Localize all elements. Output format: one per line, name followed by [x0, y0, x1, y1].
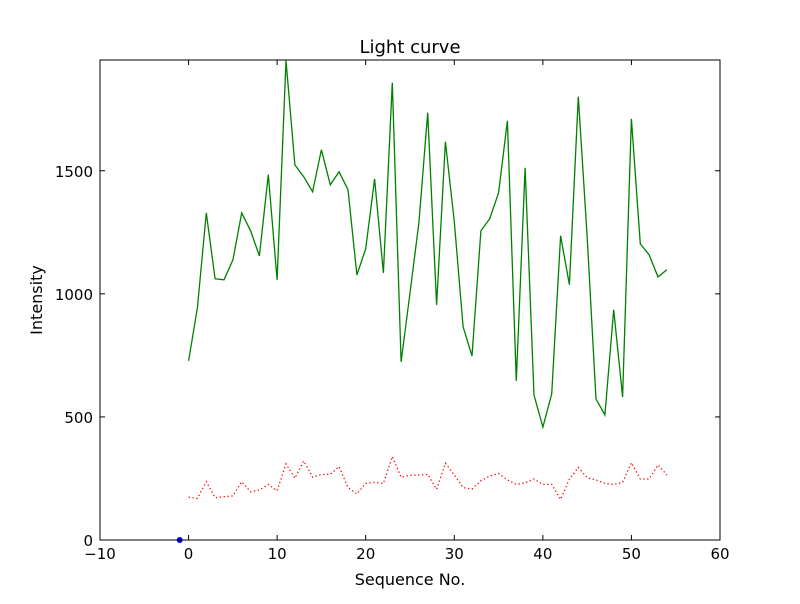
- chart-title: Light curve: [359, 37, 460, 58]
- y-tick-label: 0: [83, 532, 93, 550]
- x-tick-label: 0: [184, 545, 194, 563]
- x-tick-label: 60: [710, 545, 729, 563]
- x-tick-label: 40: [533, 545, 552, 563]
- x-tick-label: 30: [445, 545, 464, 563]
- y-tick-label: 500: [64, 409, 93, 427]
- x-tick-label: 50: [622, 545, 641, 563]
- x-tick-label: 20: [356, 545, 375, 563]
- x-axis-label: Sequence No.: [355, 570, 466, 589]
- y-axis-label: Intensity: [27, 265, 46, 335]
- x-tick-label: 10: [268, 545, 287, 563]
- y-tick-label: 1500: [55, 163, 93, 181]
- y-tick-label: 1000: [55, 286, 93, 304]
